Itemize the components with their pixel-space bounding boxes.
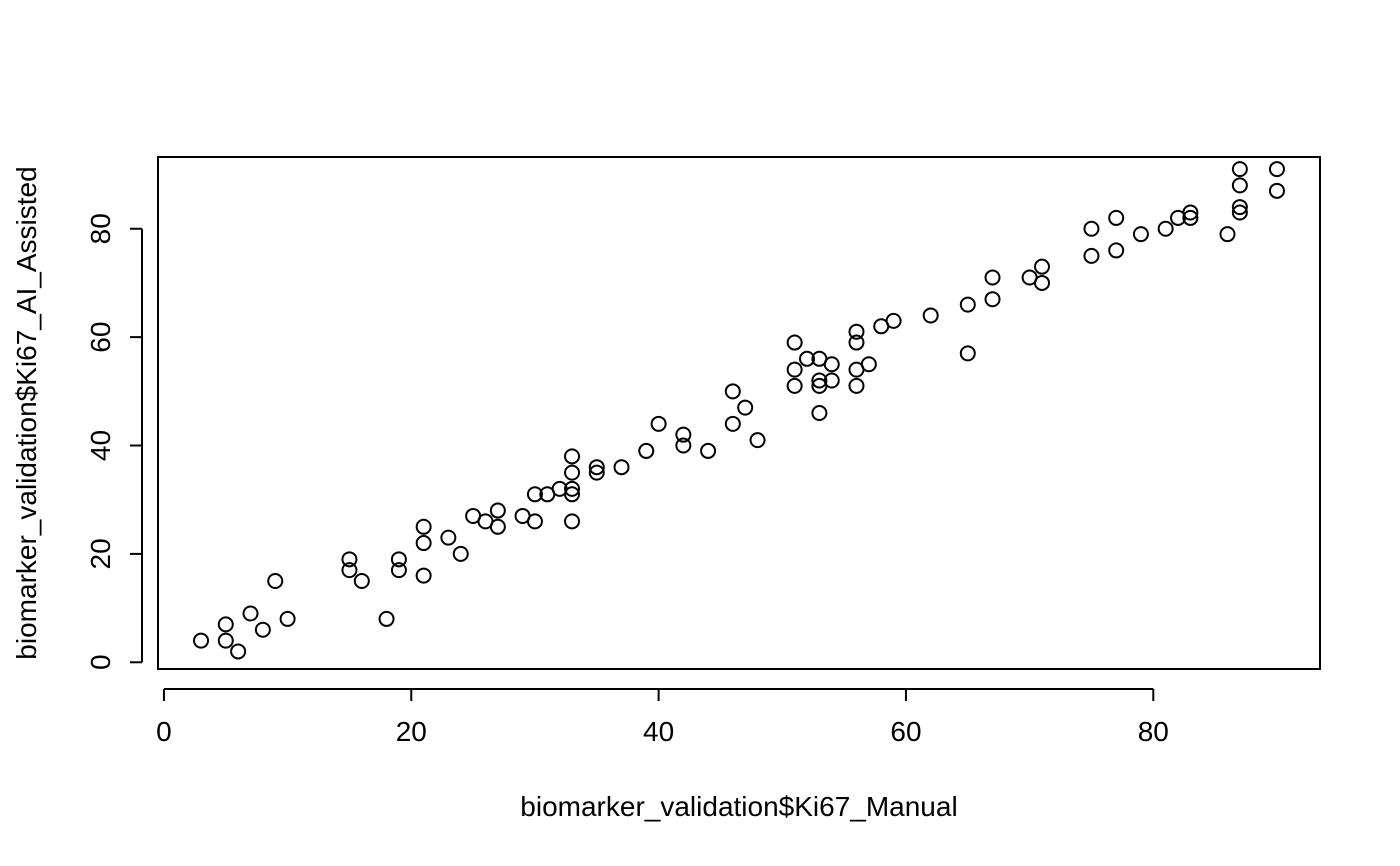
data-point — [588, 464, 605, 481]
y-tick-label: 20 — [85, 538, 116, 569]
data-point — [959, 345, 976, 362]
y-tick-label: 40 — [85, 430, 116, 461]
data-point — [786, 334, 803, 351]
data-point — [217, 616, 234, 633]
data-point — [1231, 177, 1248, 194]
data-point — [1268, 182, 1285, 199]
data-point — [1268, 161, 1285, 178]
data-point — [786, 361, 803, 378]
data-point — [415, 567, 432, 584]
data-point — [724, 383, 741, 400]
data-point — [1231, 204, 1248, 221]
data-point — [242, 605, 259, 622]
data-point — [1231, 161, 1248, 178]
data-point — [959, 296, 976, 313]
y-axis-label: biomarker_validation$Ki67_AI_Assisted — [11, 166, 42, 659]
data-point — [193, 632, 210, 649]
data-point — [675, 437, 692, 454]
data-point — [1219, 226, 1236, 243]
data-point — [390, 562, 407, 579]
data-point — [786, 377, 803, 394]
data-points — [193, 161, 1285, 660]
data-point — [1083, 247, 1100, 264]
data-point — [267, 572, 284, 589]
x-tick-label: 60 — [890, 716, 921, 747]
data-point — [1182, 204, 1199, 221]
data-point — [564, 513, 581, 530]
data-point — [1033, 258, 1050, 275]
data-point — [613, 459, 630, 476]
data-point — [700, 442, 717, 459]
data-point — [724, 415, 741, 432]
data-point — [1157, 220, 1174, 237]
data-point — [353, 572, 370, 589]
data-point — [811, 372, 828, 389]
data-point — [230, 643, 247, 660]
y-tick-label: 80 — [85, 213, 116, 244]
data-point — [279, 610, 296, 627]
x-axis-label: biomarker_validation$Ki67_Manual — [520, 791, 957, 822]
data-point — [489, 502, 506, 519]
data-point — [749, 432, 766, 449]
data-point — [378, 610, 395, 627]
data-point — [860, 356, 877, 373]
data-point — [1108, 242, 1125, 259]
y-axis: 0 20 40 60 80 — [85, 213, 143, 670]
data-point — [217, 632, 234, 649]
data-point — [823, 356, 840, 373]
data-point — [390, 551, 407, 568]
plot-frame — [157, 156, 1321, 670]
data-point — [452, 545, 469, 562]
data-point — [848, 377, 865, 394]
data-point — [526, 486, 543, 503]
data-point — [811, 405, 828, 421]
x-tick-label: 80 — [1138, 716, 1169, 747]
data-point — [526, 513, 543, 530]
data-point — [638, 442, 655, 459]
data-point — [588, 459, 605, 476]
data-point — [799, 350, 816, 367]
data-point — [984, 269, 1001, 286]
data-point — [1033, 274, 1050, 291]
data-point — [823, 372, 840, 389]
data-point — [848, 323, 865, 340]
data-point — [984, 291, 1001, 308]
data-point — [922, 307, 939, 324]
data-point — [254, 621, 271, 638]
data-point — [1231, 199, 1248, 216]
data-point — [1182, 209, 1199, 226]
data-point — [564, 464, 581, 481]
data-point — [1108, 209, 1125, 226]
data-point — [564, 448, 581, 465]
data-point — [341, 562, 358, 579]
x-tick-label: 0 — [156, 716, 172, 747]
data-point — [848, 334, 865, 351]
y-tick-label: 60 — [85, 322, 116, 353]
x-axis: 0 20 40 60 80 — [156, 688, 1169, 747]
x-tick-label: 40 — [643, 716, 674, 747]
x-tick-label: 20 — [396, 716, 427, 747]
data-point — [415, 518, 432, 535]
data-point — [1132, 226, 1149, 243]
data-point — [650, 415, 667, 432]
data-point — [564, 480, 581, 497]
data-point — [737, 399, 754, 416]
data-point — [1083, 220, 1100, 237]
data-point — [885, 312, 902, 329]
data-point — [341, 551, 358, 568]
y-tick-label: 0 — [85, 654, 116, 670]
data-point — [440, 529, 457, 546]
data-point — [415, 535, 432, 552]
data-point — [675, 426, 692, 443]
data-point — [564, 486, 581, 503]
data-point — [489, 518, 506, 535]
